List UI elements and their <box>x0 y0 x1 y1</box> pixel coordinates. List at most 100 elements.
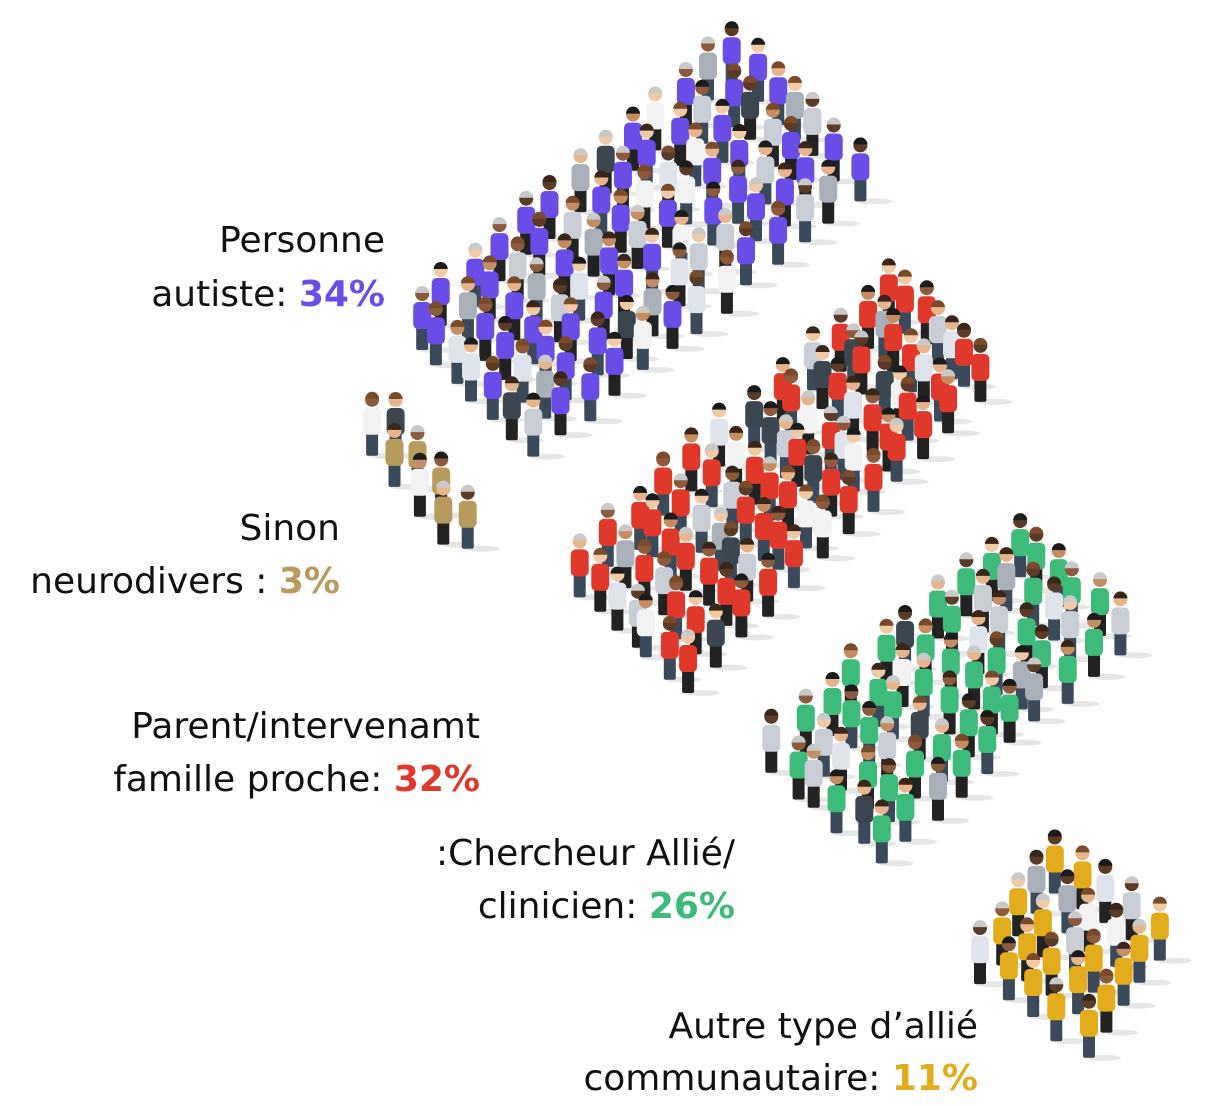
torso <box>689 243 708 271</box>
legs <box>807 783 820 808</box>
hair <box>596 275 611 283</box>
torso <box>1024 969 1043 996</box>
hair <box>897 269 912 277</box>
person <box>971 920 1012 988</box>
hair <box>482 255 497 263</box>
hair <box>615 145 630 153</box>
legs <box>1117 981 1130 1006</box>
torso <box>804 455 823 483</box>
legs <box>709 643 722 668</box>
hair <box>618 524 633 532</box>
torso <box>693 95 712 123</box>
hair <box>613 188 628 196</box>
person <box>1114 941 1156 1009</box>
hair <box>942 670 957 678</box>
torso <box>540 191 559 218</box>
person <box>997 547 1039 615</box>
torso <box>679 645 698 672</box>
torso <box>1111 607 1130 635</box>
hair <box>829 769 844 777</box>
hair <box>833 307 848 315</box>
legs <box>690 310 703 335</box>
hair <box>724 21 739 29</box>
hair <box>415 286 430 293</box>
hair <box>882 758 896 766</box>
person <box>864 447 906 515</box>
hair <box>639 123 654 131</box>
torso <box>841 659 860 687</box>
person <box>1000 678 1042 746</box>
torso <box>462 353 480 381</box>
torso <box>844 391 863 419</box>
hair <box>412 452 427 460</box>
person <box>914 395 956 463</box>
torso <box>561 313 580 341</box>
legs <box>800 524 812 549</box>
legs <box>875 839 888 864</box>
hair <box>823 406 838 414</box>
labels: Personne autiste: 34% Sinon neurodivers : 3… <box>30 220 978 1099</box>
hair <box>1075 845 1090 853</box>
legs <box>816 534 829 559</box>
legs <box>735 613 748 638</box>
torso <box>1047 993 1066 1021</box>
torso <box>655 567 674 595</box>
torso <box>663 300 682 328</box>
hair <box>846 427 861 435</box>
torso <box>643 509 662 537</box>
hair <box>935 718 949 726</box>
hair <box>749 177 763 185</box>
torso <box>797 500 815 528</box>
torso <box>982 686 1001 714</box>
hair <box>715 98 730 106</box>
legs <box>636 345 649 370</box>
torso <box>703 157 722 185</box>
person <box>978 710 1020 777</box>
hair <box>787 75 802 83</box>
torso <box>855 795 874 823</box>
torso <box>852 346 871 374</box>
torso <box>628 220 647 248</box>
torso <box>1045 845 1064 873</box>
hair <box>815 494 830 502</box>
torso <box>828 372 847 400</box>
legs <box>661 223 674 248</box>
hair <box>661 145 676 153</box>
legs <box>631 244 644 269</box>
hair <box>633 485 648 493</box>
legs <box>720 601 733 626</box>
torso <box>676 542 695 570</box>
hair <box>919 280 934 288</box>
legs <box>932 614 944 639</box>
hair <box>460 276 475 284</box>
torso <box>933 734 951 762</box>
torso <box>682 443 701 471</box>
torso <box>813 510 832 538</box>
torso <box>636 609 655 637</box>
hair <box>583 357 598 365</box>
torso <box>596 145 615 173</box>
torso <box>1096 874 1115 902</box>
hair <box>688 122 703 130</box>
legs <box>917 435 930 460</box>
hair <box>691 227 706 235</box>
legs <box>932 796 944 821</box>
torso <box>747 193 765 221</box>
legs <box>792 775 805 800</box>
torso <box>842 700 861 728</box>
torso <box>917 296 936 324</box>
hair <box>957 322 971 330</box>
hair <box>1132 918 1147 926</box>
hair <box>1068 911 1082 919</box>
legs <box>1061 679 1074 704</box>
hair <box>678 62 693 69</box>
legs <box>867 487 880 512</box>
torso <box>571 164 590 192</box>
hair <box>916 652 931 660</box>
legs <box>499 355 512 380</box>
torso <box>1069 966 1088 994</box>
hair <box>866 447 881 455</box>
hair <box>1044 931 1059 939</box>
hair <box>727 63 742 71</box>
torso <box>581 373 600 401</box>
